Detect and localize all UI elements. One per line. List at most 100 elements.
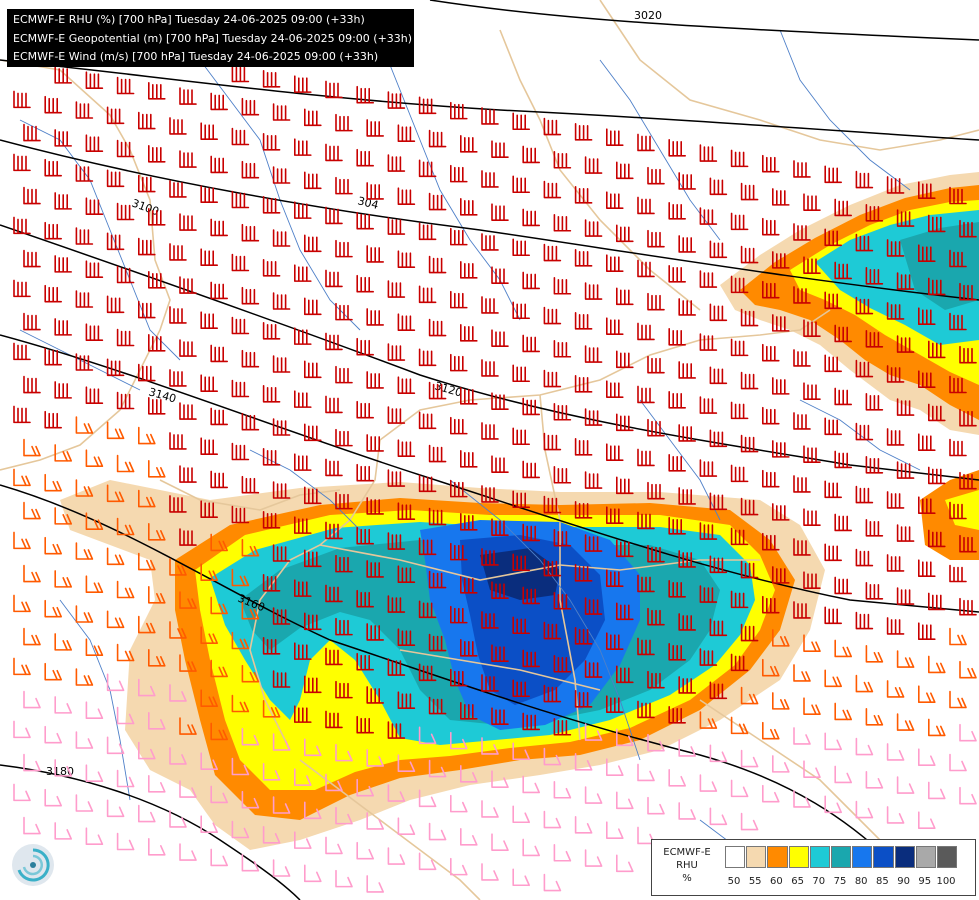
wind-barb [928,340,946,359]
wind-barb [824,228,842,247]
wind-barb [637,322,655,341]
wind-barb [606,191,624,209]
wind-barb [616,224,634,243]
wind-barb [54,759,72,777]
wind-barb [428,444,447,463]
wind-barb [106,799,125,818]
wind-barb [418,222,437,241]
wind-barb [699,333,718,351]
wind-barb [179,465,197,483]
legend-swatch [809,846,830,868]
wind-barb [75,290,94,308]
wind-barb [241,286,260,305]
wind-barb [512,112,530,131]
wind-barb [138,300,156,319]
wind-barb [668,516,686,535]
wind-barb [481,674,499,692]
wind-barb [148,648,166,667]
wind-barb [491,203,509,221]
wind-barb [356,211,374,230]
wind-barb [512,679,530,698]
wind-barb [200,563,218,582]
wind-barb [512,742,530,761]
wind-barb [75,416,94,434]
wind-barb [824,543,842,562]
wind-barb [824,795,842,814]
wind-barb [460,261,478,279]
wind-barb [54,696,72,714]
wind-barb [294,768,312,786]
wind-barb [793,790,811,808]
wind-barb [75,668,94,686]
wind-barb [647,355,665,374]
wind-barb [335,680,353,699]
wind-barb [54,129,72,147]
wind-barb [325,836,343,855]
wind-barb [481,170,499,188]
wind-barb [886,176,905,194]
wind-barb [855,359,874,378]
wind-barb [668,138,686,157]
wind-barb [834,702,852,721]
ecmwf-swirl-logo-icon [12,844,54,886]
wind-barb [366,245,384,263]
wind-barb [762,532,780,551]
wind-barb [210,344,228,363]
wind-barb [138,111,156,130]
wind-barb [210,155,228,174]
wind-barb [481,737,499,755]
wind-barb [855,800,874,819]
wind-barb [762,469,780,488]
wind-barb [928,592,946,611]
wind-barb [231,694,250,713]
wind-barb [325,458,343,477]
wind-barb [855,485,874,504]
wind-barb [855,233,874,252]
wind-barb [428,822,447,841]
wind-barb [23,816,41,835]
wind-barb [606,128,624,146]
wind-barb [241,412,260,431]
wind-barb [418,852,437,871]
wind-barb [647,481,665,500]
wind-barb [949,186,967,205]
wind-barb [637,511,655,530]
wind-barb [23,627,41,646]
wind-barb [397,628,416,647]
wind-barb [335,806,353,825]
legend-swatch [936,846,958,868]
wind-barb [793,349,811,367]
wind-barb [54,255,72,273]
wind-barb [637,763,655,782]
wind-barb [179,276,197,294]
wind-barb [75,731,94,749]
wind-barb [428,381,447,400]
wind-barb [512,301,530,320]
wind-barb [294,516,312,534]
wind-barb [272,859,291,877]
wind-barb [262,637,281,655]
wind-barb [231,631,250,650]
wind-barb [23,123,41,142]
wind-barb [179,717,197,735]
wind-barb [762,784,780,803]
legend-tick-label: 60 [770,876,783,887]
wind-barb [896,776,915,794]
wind-barb [304,486,322,505]
wind-barb [709,555,728,574]
wind-barb [647,796,665,815]
wind-barb [616,665,634,684]
wind-barb [865,581,884,600]
contour-label: 304 [356,194,380,212]
wind-barb [762,280,780,299]
wind-barb [179,150,197,168]
wind-barb [584,597,603,615]
wind-barb [678,550,696,568]
wind-barb [793,538,811,556]
wind-barb [54,318,72,336]
wind-barb [522,586,540,605]
wind-barb [803,508,821,526]
wind-barb [574,375,593,393]
wind-barb [335,491,353,510]
legend-swatch [746,846,767,868]
